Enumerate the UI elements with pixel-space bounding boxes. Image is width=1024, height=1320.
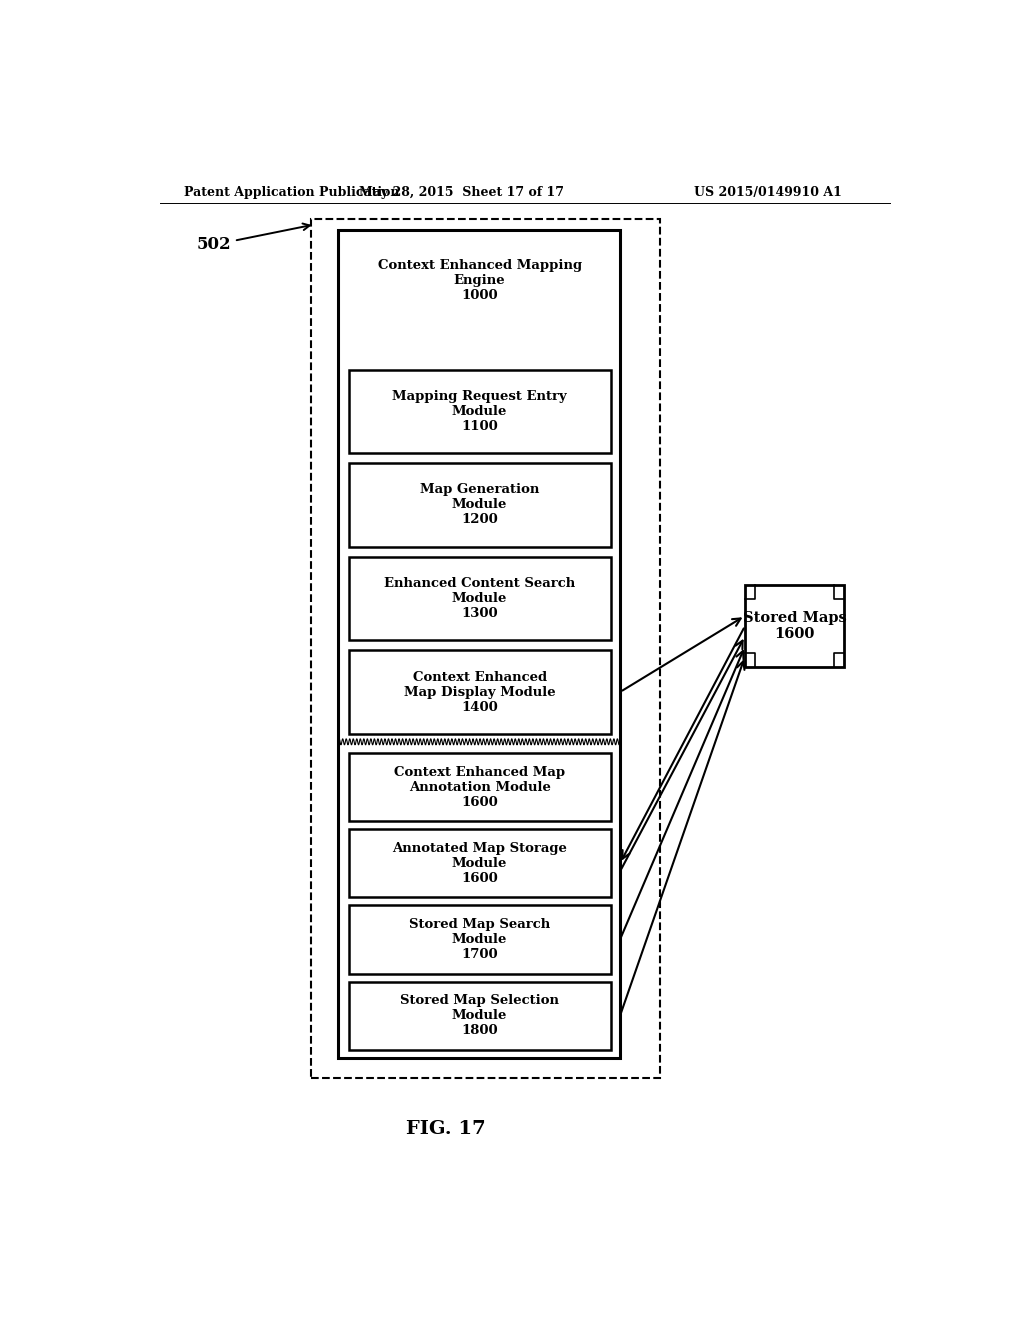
Text: Patent Application Publication: Patent Application Publication: [183, 186, 399, 199]
Text: Map Generation
Module
1200: Map Generation Module 1200: [420, 483, 540, 527]
Text: May 28, 2015  Sheet 17 of 17: May 28, 2015 Sheet 17 of 17: [358, 186, 564, 199]
Text: Context Enhanced Mapping
Engine
1000: Context Enhanced Mapping Engine 1000: [378, 259, 582, 302]
Text: Context Enhanced Map
Annotation Module
1600: Context Enhanced Map Annotation Module 1…: [394, 766, 565, 809]
Text: FIG. 17: FIG. 17: [406, 1121, 485, 1138]
Text: Mapping Request Entry
Module
1100: Mapping Request Entry Module 1100: [392, 389, 567, 433]
Bar: [338, 230, 621, 1057]
Text: Annotated Map Storage
Module
1600: Annotated Map Storage Module 1600: [392, 842, 567, 884]
Bar: [348, 651, 610, 734]
Bar: [310, 219, 659, 1078]
Bar: [348, 982, 610, 1049]
Text: Context Enhanced
Map Display Module
1400: Context Enhanced Map Display Module 1400: [403, 671, 555, 714]
Bar: [745, 585, 844, 667]
Bar: [348, 829, 610, 898]
Bar: [348, 370, 610, 453]
Text: US 2015/0149910 A1: US 2015/0149910 A1: [694, 186, 842, 199]
Text: Stored Map Search
Module
1700: Stored Map Search Module 1700: [409, 917, 550, 961]
Bar: [348, 557, 610, 640]
Text: Enhanced Content Search
Module
1300: Enhanced Content Search Module 1300: [384, 577, 575, 620]
Bar: [348, 463, 610, 546]
Bar: [348, 906, 610, 974]
Text: Stored Maps
1600: Stored Maps 1600: [742, 611, 847, 642]
Text: 502: 502: [197, 223, 309, 253]
Text: Stored Map Selection
Module
1800: Stored Map Selection Module 1800: [400, 994, 559, 1038]
Bar: [348, 752, 610, 821]
